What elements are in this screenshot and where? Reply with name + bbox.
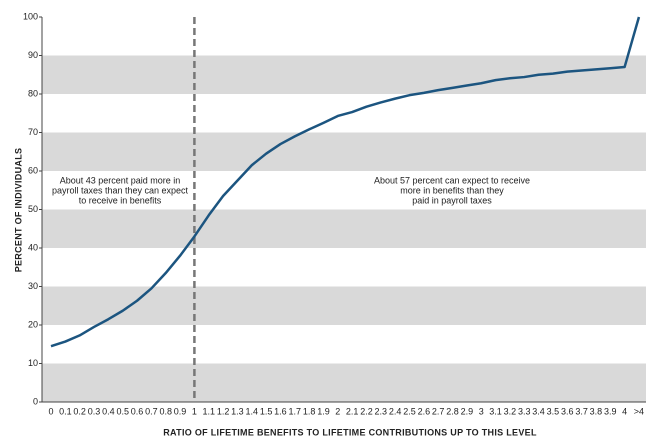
x-tick-label: 3.5 [547, 406, 560, 416]
x-tick-label: 3.8 [590, 406, 603, 416]
annotation: About 43 percent paid more in [60, 175, 181, 185]
y-tick-label: 60 [28, 165, 38, 175]
x-tick-label: 1.2 [217, 406, 230, 416]
x-tick-label: 0 [48, 406, 53, 416]
x-tick-label: 1 [192, 406, 197, 416]
x-tick-label: 4 [622, 406, 627, 416]
x-tick-label: 3 [479, 406, 484, 416]
annotation: more in benefits than they [400, 185, 504, 195]
x-tick-label: 2.1 [346, 406, 359, 416]
x-tick-label: 3.2 [504, 406, 517, 416]
x-tick-label: 0.5 [116, 406, 129, 416]
x-tick-label: 1.4 [246, 406, 259, 416]
annotation: paid in payroll taxes [412, 195, 492, 205]
y-tick-label: 30 [28, 281, 38, 291]
y-tick-label: 80 [28, 88, 38, 98]
x-tick-label: 2 [335, 406, 340, 416]
x-tick-label: 3.9 [604, 406, 617, 416]
x-tick-label: 1.8 [303, 406, 316, 416]
y-tick-label: 10 [28, 358, 38, 368]
y-tick-label: 20 [28, 319, 38, 329]
annotation: payroll taxes than they can expect [52, 185, 189, 195]
annotation: to receive in benefits [79, 195, 162, 205]
x-tick-label: 2.3 [375, 406, 388, 416]
x-tick-label: 1.5 [260, 406, 273, 416]
x-tick-label: 0.6 [131, 406, 144, 416]
annotation: About 57 percent can expect to receive [374, 175, 530, 185]
x-tick-label: 0.7 [145, 406, 158, 416]
y-tick-label: 70 [28, 127, 38, 137]
x-tick-label: 0.8 [159, 406, 172, 416]
y-tick-label: 0 [33, 396, 38, 406]
x-tick-label: >4 [634, 406, 644, 416]
x-tick-label: 2.9 [461, 406, 474, 416]
y-tick-label: 100 [23, 11, 38, 21]
x-tick-label: 1.7 [289, 406, 302, 416]
x-tick-label: 1.3 [231, 406, 244, 416]
band [42, 286, 646, 325]
band [42, 55, 646, 94]
x-tick-label: 2.4 [389, 406, 402, 416]
x-tick-label: 2.5 [403, 406, 416, 416]
y-axis-title: PERCENT OF INDIVIDUALS [13, 148, 23, 273]
x-tick-label: 0.2 [73, 406, 86, 416]
x-tick-label: 2.2 [360, 406, 373, 416]
x-tick-label: 0.1 [59, 406, 72, 416]
x-tick-label: 2.7 [432, 406, 445, 416]
band [42, 132, 646, 171]
x-tick-label: 1.1 [202, 406, 215, 416]
x-tick-label: 2.8 [446, 406, 459, 416]
bands [42, 55, 646, 402]
y-tick-label: 50 [28, 204, 38, 214]
y-tick-label: 40 [28, 242, 38, 252]
x-tick-label: 3.6 [561, 406, 574, 416]
x-tick-label: 0.3 [88, 406, 101, 416]
band [42, 209, 646, 248]
x-tick-label: 3.4 [532, 406, 545, 416]
x-tick-label: 2.6 [418, 406, 431, 416]
x-tick-label: 1.9 [317, 406, 330, 416]
x-tick-label: 3.7 [575, 406, 588, 416]
x-tick-label: 3.1 [489, 406, 502, 416]
x-tick-label: 0.9 [174, 406, 187, 416]
x-axis-title: RATIO OF LIFETIME BENEFITS TO LIFETIME C… [163, 427, 537, 437]
data-line [50, 16, 641, 348]
x-tick-label: 1.6 [274, 406, 287, 416]
x-tick-label: 0.4 [102, 406, 115, 416]
x-tick-label: 3.3 [518, 406, 531, 416]
y-tick-label: 90 [28, 50, 38, 60]
band [42, 363, 646, 402]
